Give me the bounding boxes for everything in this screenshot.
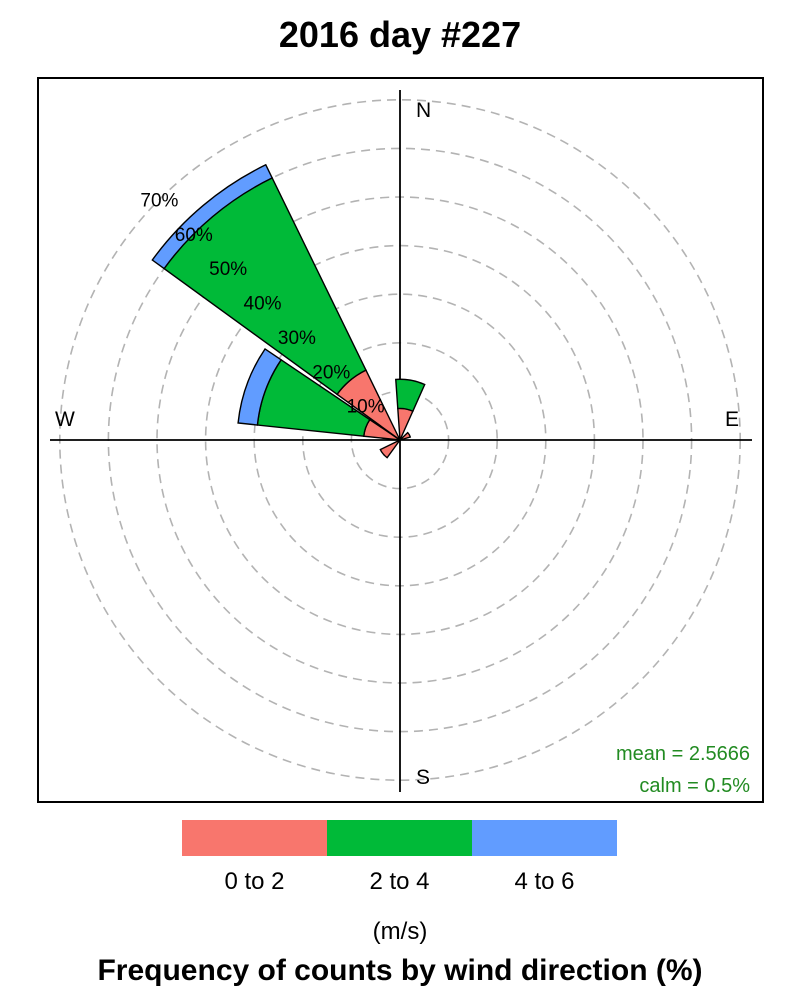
mean-stat: mean = 2.5666 bbox=[616, 743, 750, 765]
compass-north-label: N bbox=[416, 99, 431, 122]
calm-stat: calm = 0.5% bbox=[639, 775, 750, 797]
ring-label-50: 50% bbox=[209, 259, 247, 280]
wedge-290-bin-3 bbox=[237, 347, 283, 426]
compass-west-label: W bbox=[55, 408, 75, 431]
legend-label-0-2: 0 to 2 bbox=[224, 868, 285, 895]
wedge-320-bin-3 bbox=[151, 163, 274, 270]
legend-swatch-4-6 bbox=[472, 820, 617, 856]
legend-swatch-2-4 bbox=[327, 820, 472, 856]
ring-label-10: 10% bbox=[347, 397, 385, 418]
legend-label-4-6: 4 to 6 bbox=[514, 868, 575, 895]
wedge-10-bin-2 bbox=[395, 378, 426, 413]
ring-label-60: 60% bbox=[175, 225, 213, 246]
ring-label-70: 70% bbox=[140, 190, 178, 211]
wind-wedges bbox=[151, 163, 426, 459]
legend-swatches bbox=[182, 820, 617, 856]
wedge-230-bin-1 bbox=[379, 439, 401, 459]
chart-title: 2016 day #227 bbox=[278, 14, 522, 55]
ring-labels: 10% 20% 30% 40% 50% 60% 70% bbox=[140, 190, 384, 417]
speed-legend: 0 to 2 2 to 4 4 to 6 bbox=[182, 820, 617, 896]
ring-label-40: 40% bbox=[244, 294, 282, 315]
legend-label-2-4: 2 to 4 bbox=[369, 868, 430, 895]
compass-east-label: E bbox=[725, 408, 739, 431]
ring-label-30: 30% bbox=[278, 328, 316, 349]
units-label: (m/s) bbox=[372, 918, 428, 945]
ring-label-20: 20% bbox=[312, 362, 350, 383]
legend-swatch-0-2 bbox=[182, 820, 327, 856]
footer-title: Frequency of counts by wind direction (%… bbox=[97, 954, 703, 987]
compass-south-label: S bbox=[416, 766, 430, 789]
wedge-60-bin-1 bbox=[399, 431, 412, 441]
